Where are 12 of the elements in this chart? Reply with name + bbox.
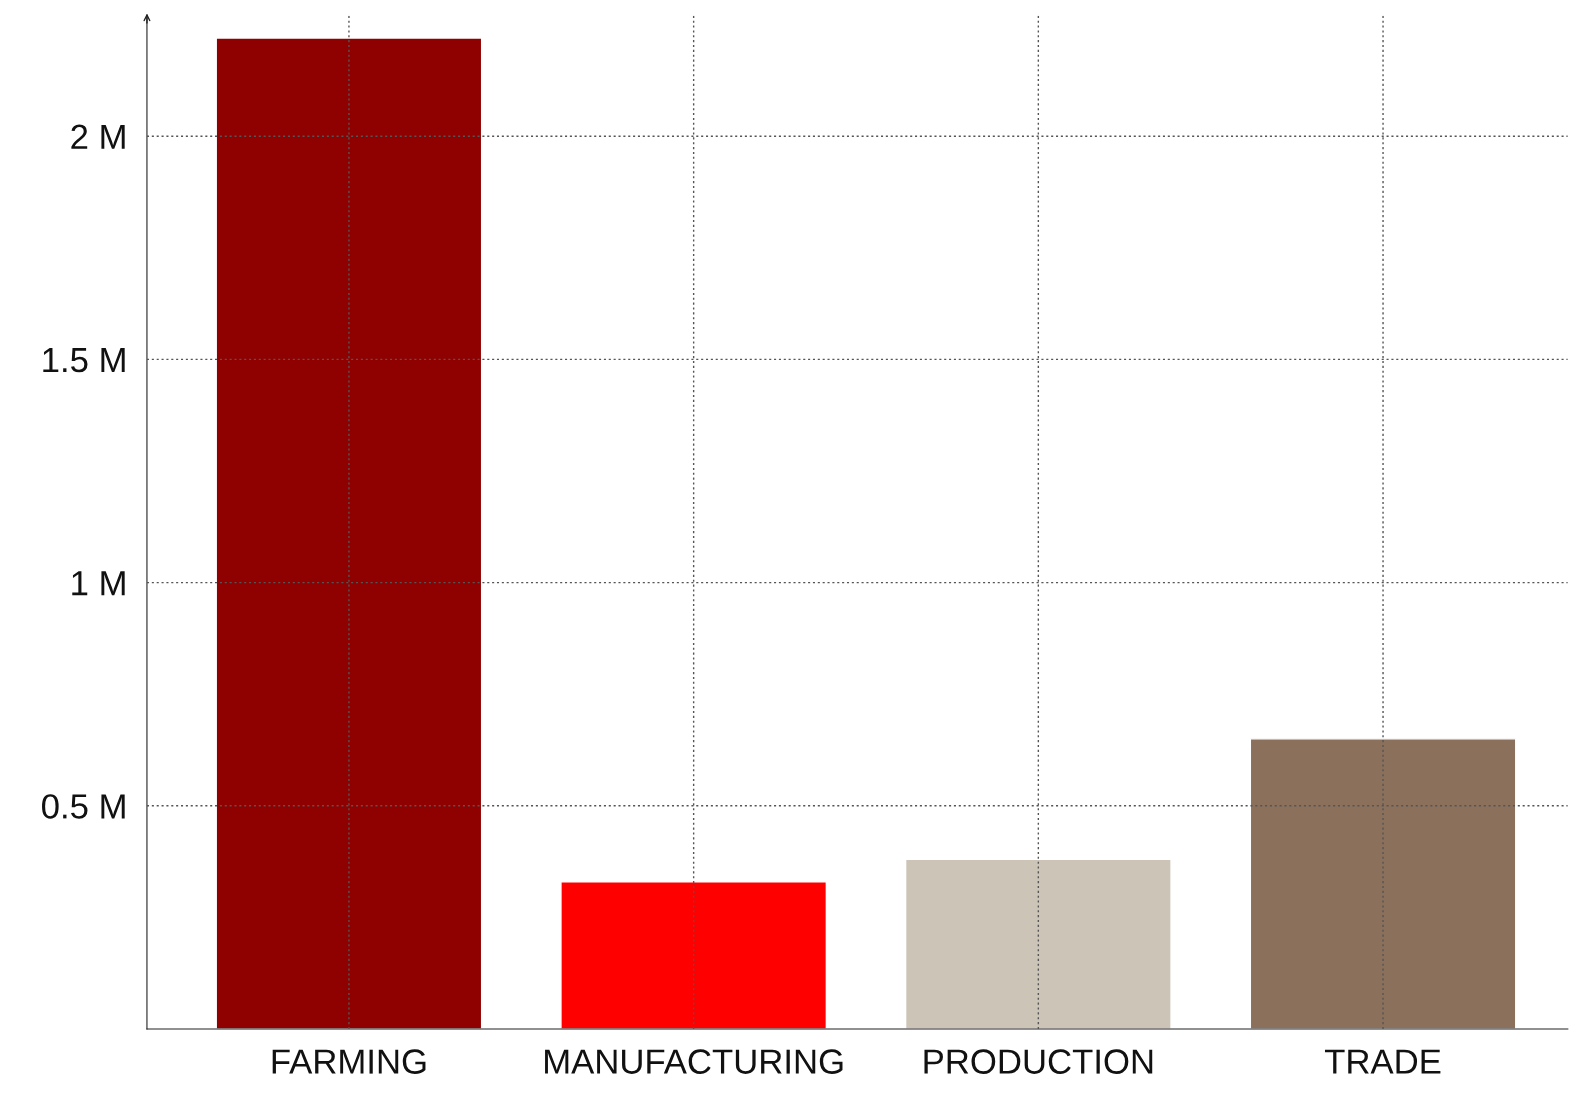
- bar: [560, 880, 828, 1029]
- x-tick-label: TRADE: [1324, 1049, 1441, 1074]
- x-tick-label: PRODUCTION: [924, 1049, 1153, 1074]
- y-tick-label: 2 M: [71, 124, 125, 149]
- y-tick-label: 1.5 M: [43, 348, 125, 373]
- x-tick-label: FARMING: [272, 1049, 426, 1074]
- y-tick-label: 1 M: [72, 571, 125, 596]
- x-tick-label: MANUFACTURING: [545, 1049, 843, 1074]
- bar: [215, 37, 483, 1029]
- bar: [1249, 738, 1517, 1029]
- y-tick-label: 0.5 M: [42, 794, 125, 819]
- bar: [904, 858, 1172, 1029]
